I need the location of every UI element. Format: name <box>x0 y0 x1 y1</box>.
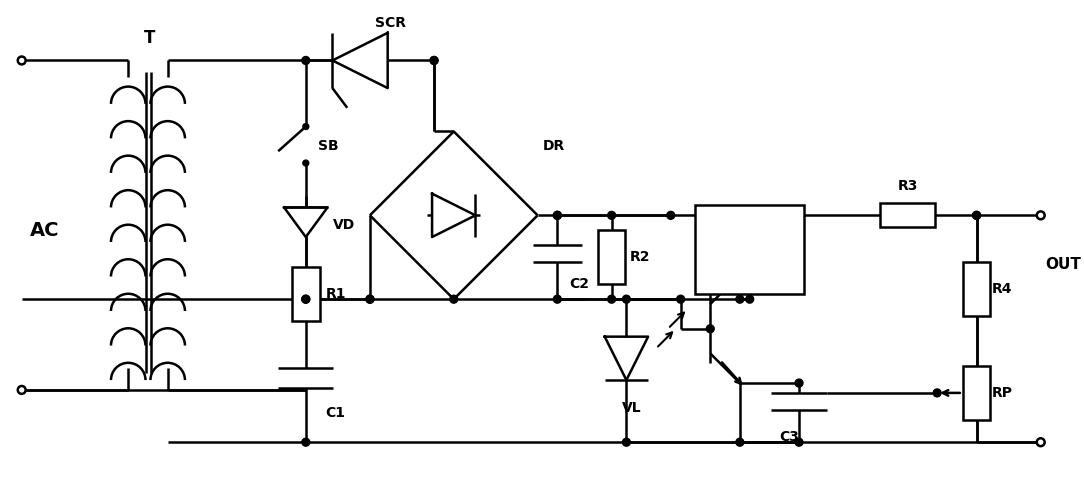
Bar <box>880 204 934 227</box>
Polygon shape <box>284 207 327 237</box>
Bar <box>963 262 991 317</box>
Text: R4: R4 <box>992 282 1011 297</box>
Bar <box>292 267 320 321</box>
Text: VT: VT <box>730 248 750 262</box>
Circle shape <box>450 295 457 303</box>
Circle shape <box>795 438 803 446</box>
Text: R1: R1 <box>325 287 346 301</box>
Circle shape <box>1036 211 1045 219</box>
Text: C2: C2 <box>569 277 590 291</box>
Text: DR: DR <box>543 139 565 153</box>
Circle shape <box>707 325 714 333</box>
Text: R2: R2 <box>630 250 649 264</box>
Circle shape <box>554 211 562 219</box>
Text: SCR: SCR <box>375 16 405 30</box>
Circle shape <box>622 438 630 446</box>
Text: C1: C1 <box>325 406 346 420</box>
Circle shape <box>667 211 674 219</box>
Circle shape <box>366 295 374 303</box>
Text: T: T <box>144 29 156 47</box>
Text: SB: SB <box>318 139 338 153</box>
Text: VL: VL <box>621 401 641 415</box>
Bar <box>597 229 625 284</box>
Circle shape <box>608 295 616 303</box>
Circle shape <box>17 386 26 394</box>
Circle shape <box>622 295 630 303</box>
Circle shape <box>302 124 309 129</box>
Circle shape <box>795 379 803 387</box>
Circle shape <box>972 211 981 219</box>
Text: RP: RP <box>992 386 1012 400</box>
Circle shape <box>301 438 310 446</box>
Text: AC: AC <box>29 221 60 240</box>
Polygon shape <box>433 194 476 237</box>
Polygon shape <box>605 337 648 380</box>
Circle shape <box>746 295 753 303</box>
Text: C3: C3 <box>779 430 799 445</box>
Text: R3: R3 <box>898 179 918 193</box>
Circle shape <box>608 211 616 219</box>
Bar <box>963 366 991 420</box>
Circle shape <box>736 438 744 446</box>
Text: OUT: OUT <box>1046 257 1082 272</box>
Circle shape <box>17 57 26 64</box>
Circle shape <box>430 57 438 64</box>
Circle shape <box>554 295 562 303</box>
Circle shape <box>1036 438 1045 446</box>
Circle shape <box>301 295 310 303</box>
Polygon shape <box>333 33 388 88</box>
Circle shape <box>972 211 981 219</box>
Circle shape <box>554 211 562 219</box>
Circle shape <box>366 295 374 303</box>
Circle shape <box>301 295 310 303</box>
Circle shape <box>430 57 438 64</box>
Circle shape <box>676 295 685 303</box>
Bar <box>696 205 804 294</box>
Circle shape <box>301 57 310 64</box>
Circle shape <box>302 160 309 166</box>
Text: IC: IC <box>739 240 761 259</box>
Text: VD: VD <box>334 218 356 232</box>
Circle shape <box>933 389 941 397</box>
Circle shape <box>736 295 744 303</box>
